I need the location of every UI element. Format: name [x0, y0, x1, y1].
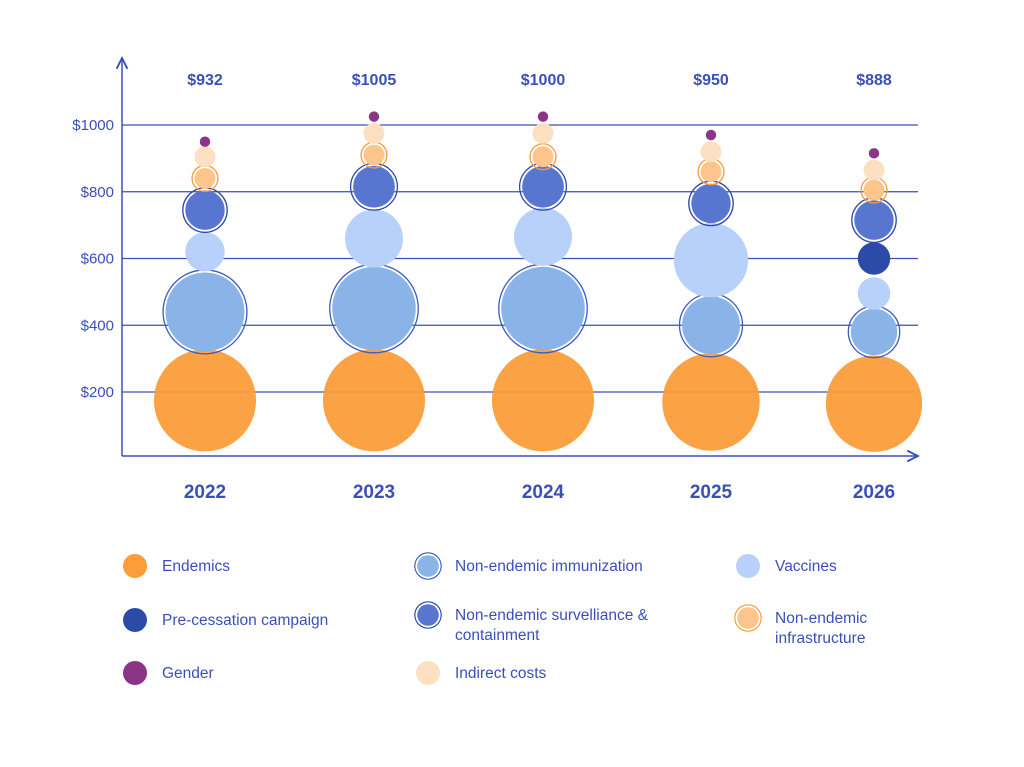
x-tick-label: 2025	[690, 482, 733, 503]
x-tick-label: 2022	[184, 482, 226, 503]
bubble-vaccines-2023	[345, 209, 403, 268]
legend-label: Indirect costs	[455, 665, 547, 682]
y-tick-label: $600	[81, 251, 114, 268]
bubble-gender-2023	[368, 111, 380, 122]
bubble-infrastructure-2026	[863, 179, 885, 201]
bubble-infrastructure-2022	[194, 167, 216, 189]
legend-item-indirect: Indirect costs	[416, 661, 547, 685]
bubble-indirect-2023	[363, 122, 385, 144]
bubble-precessation-2026	[857, 242, 891, 275]
bubble-surveillance-2025	[691, 183, 731, 224]
legend-item-gender: Gender	[123, 661, 214, 685]
bubble-gender-2025	[705, 129, 717, 141]
x-tick-label: 2026	[853, 482, 895, 503]
legend-item-surveillance: Non-endemic survelliance & containment	[416, 604, 685, 646]
legend-swatch-vaccines	[736, 554, 760, 578]
bubble-vaccines-2022	[185, 232, 225, 272]
legend-swatch-endemics	[123, 554, 147, 578]
bubble-gender-2026	[868, 148, 880, 159]
bubble-infrastructure-2025	[700, 161, 722, 183]
legend-label: Non-endemic survelliance & containment	[455, 607, 648, 644]
bubble-indirect-2026	[863, 159, 885, 181]
y-tick-label: $800	[81, 184, 114, 201]
bubble-immunization-2022	[165, 272, 245, 352]
labels: $200 $400 $600 $800 $1000 $932 2022 $1005 2023 $1…	[72, 72, 895, 503]
legend-swatch-infrastructure	[737, 607, 759, 629]
bubble-surveillance-2022	[185, 190, 225, 230]
legend-swatch-gender	[123, 661, 147, 685]
bubble-indirect-2022	[194, 146, 216, 168]
bubble-vaccines-2026	[857, 277, 891, 310]
y-tick-label: $200	[81, 384, 114, 401]
bubble-infrastructure-2023	[363, 144, 385, 166]
bubble-gender-2022	[199, 136, 211, 147]
legend-item-immunization: Non-endemic immunization	[416, 555, 643, 578]
bubble-endemics-2025	[662, 353, 760, 451]
bubble-vaccines-2024	[514, 207, 572, 266]
bubble-gender-2024	[537, 111, 549, 122]
bubbles	[153, 111, 923, 452]
bubble-infrastructure-2024	[532, 146, 554, 168]
gridlines	[122, 124, 918, 393]
total-label: $888	[856, 72, 892, 89]
axes	[122, 58, 918, 456]
bubble-endemics-2023	[322, 349, 426, 452]
legend-swatch-indirect	[416, 661, 440, 685]
legend-label: Vaccines	[775, 558, 837, 575]
bubble-immunization-2024	[501, 266, 585, 351]
y-tick-label: $400	[81, 317, 114, 334]
legend-item-precessation: Pre-cessation campaign	[123, 608, 329, 632]
legend-label: Endemics	[162, 558, 231, 575]
total-label: $1000	[521, 72, 566, 89]
legend-swatch-surveillance	[417, 604, 439, 626]
bubble-immunization-2026	[850, 308, 898, 356]
legend-label: Non-endemic infrastructure	[775, 610, 868, 647]
bubble-endemics-2026	[825, 355, 923, 452]
legend-label: Gender	[162, 665, 214, 682]
x-tick-label: 2024	[522, 482, 565, 503]
legend-label: Non-endemic immunization	[455, 558, 643, 575]
total-label: $950	[693, 72, 729, 89]
bubble-indirect-2024	[532, 122, 554, 144]
bubble-surveillance-2023	[353, 165, 395, 208]
legend-swatch-precessation	[123, 608, 147, 632]
bubble-indirect-2025	[700, 141, 722, 163]
bubble-endemics-2024	[491, 349, 595, 452]
bubble-immunization-2023	[332, 266, 416, 351]
bubble-surveillance-2024	[522, 165, 564, 208]
bubble-endemics-2022	[153, 349, 257, 452]
bubble-immunization-2025	[682, 296, 740, 355]
x-tick-label: 2023	[353, 482, 395, 503]
bubble-surveillance-2026	[854, 200, 894, 240]
legend-item-infrastructure: Non-endemic infrastructure	[736, 607, 885, 649]
legend-item-vaccines: Vaccines	[736, 554, 837, 578]
bubble-vaccines-2025	[673, 223, 749, 298]
legend-label: Pre-cessation campaign	[162, 612, 329, 629]
y-tick-label: $1000	[72, 117, 114, 134]
total-label: $1005	[352, 72, 397, 89]
total-label: $932	[187, 72, 223, 89]
legend-item-endemics: Endemics	[123, 554, 231, 578]
legend-swatch-immunization	[417, 555, 439, 577]
